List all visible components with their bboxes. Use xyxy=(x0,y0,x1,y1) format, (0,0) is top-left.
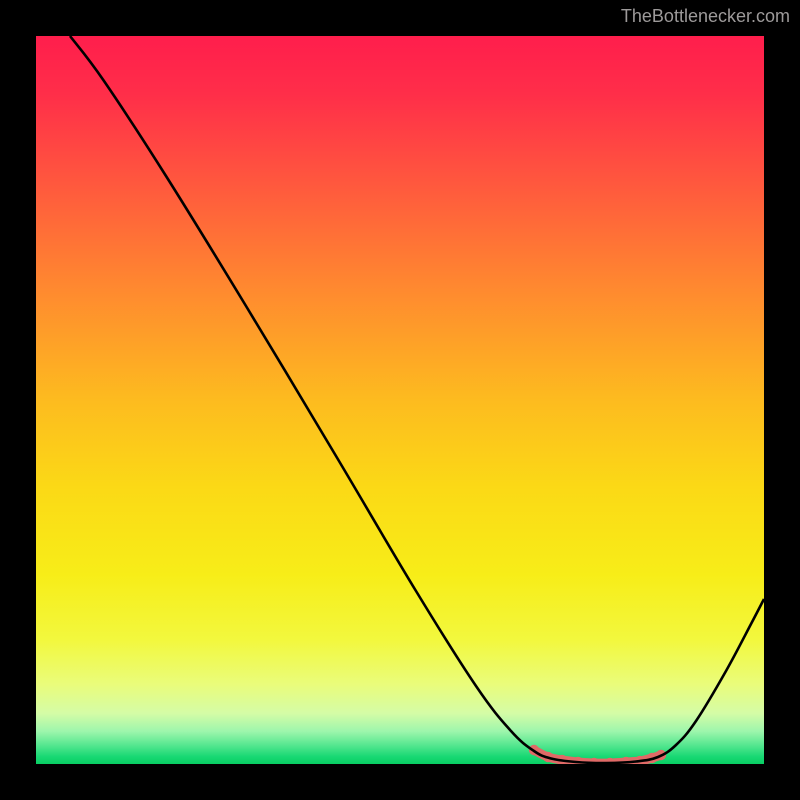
curve-layer xyxy=(36,36,764,764)
plot-area xyxy=(36,36,764,764)
attribution-text: TheBottlenecker.com xyxy=(621,6,790,27)
bottleneck-curve xyxy=(70,36,764,763)
